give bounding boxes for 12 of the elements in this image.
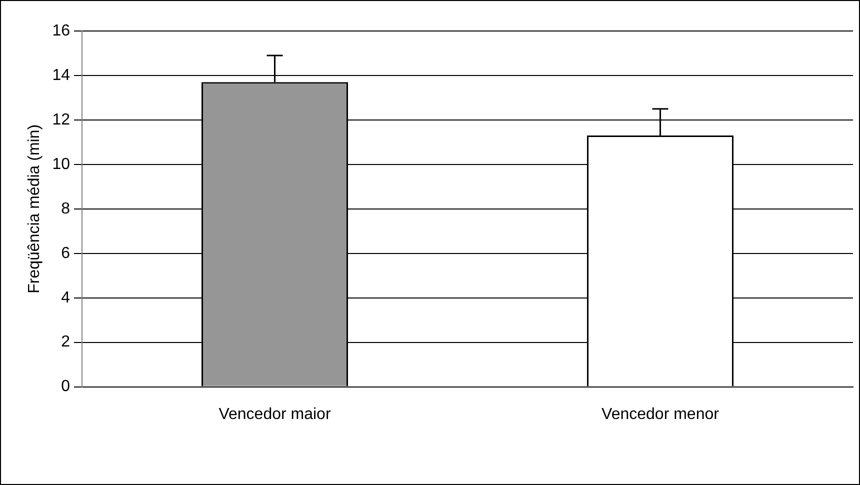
y-tick-label: 12 xyxy=(52,111,70,128)
y-tick-label: 16 xyxy=(52,22,70,40)
y-tick-label: 0 xyxy=(61,378,70,396)
y-tick-label: 14 xyxy=(52,66,70,84)
x-tick-label: Vencedor menor xyxy=(602,406,720,423)
y-tick-label: 6 xyxy=(61,244,70,262)
y-axis-title: Freqüência média (min) xyxy=(26,124,44,294)
y-tick-label: 4 xyxy=(61,289,70,306)
y-tick-label: 2 xyxy=(61,334,70,351)
x-tick-label: Vencedor maior xyxy=(218,406,332,423)
y-tick-label: 8 xyxy=(61,200,70,218)
y-tick-label: 10 xyxy=(52,156,70,173)
